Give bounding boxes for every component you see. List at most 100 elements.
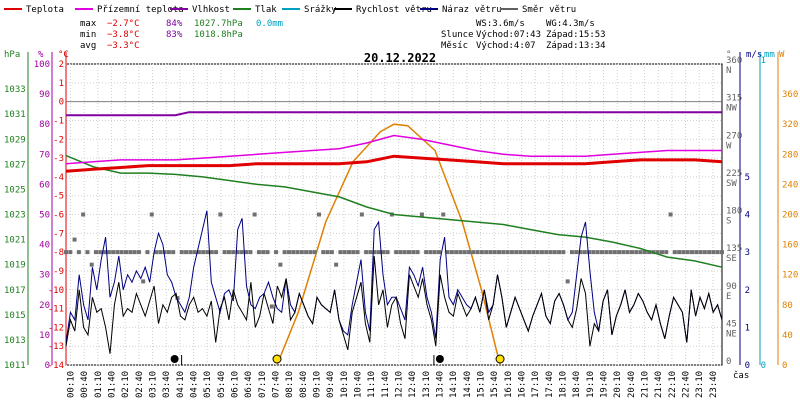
x-tick-label: 10:10	[340, 371, 350, 398]
pct-tick-label: 100	[34, 60, 50, 70]
stats-max-label: max	[80, 19, 97, 29]
ms-tick-label: 4	[745, 211, 750, 221]
moon-set: Západ:13:34	[546, 41, 606, 51]
wind-direction-point	[574, 250, 579, 255]
wind-direction-point	[629, 250, 634, 255]
legend-label: Rychlost větru	[356, 5, 432, 15]
stats-max-temp: −2.7°C	[107, 19, 140, 29]
wind-direction-point	[595, 250, 600, 255]
wind-direction-point	[467, 250, 472, 255]
wind-direction-point	[68, 250, 73, 255]
w-tick-label: 360	[782, 90, 798, 100]
stats-avg-temp: −3.3°C	[107, 41, 140, 51]
wind-direction-point	[149, 212, 154, 217]
wind-direction-point	[364, 250, 369, 255]
mm-tick-label: 1	[761, 56, 766, 66]
x-tick-label: 20:10	[613, 371, 623, 398]
axes: 1033103110291027102510231021101910171015…	[4, 52, 798, 371]
pct-tick-label: 40	[39, 241, 50, 251]
wind-direction-point	[591, 250, 596, 255]
legend-label: Teplota	[26, 5, 64, 15]
wind-direction-point	[188, 250, 193, 255]
stats-min-temp: −3.8°C	[107, 30, 140, 40]
wind-direction-point	[509, 250, 514, 255]
wind-direction-point	[407, 250, 412, 255]
humidity-line	[66, 111, 722, 117]
wind-direction-point	[355, 250, 360, 255]
x-axis-ticks: 00:10 00:40 01:10 01:40 02:10 02:40 03:10 03:40…	[67, 371, 719, 398]
dir-tick-label: SE	[726, 254, 737, 264]
moon-rise: Východ:4:07	[476, 41, 536, 51]
temp-tick-label: -13	[48, 342, 64, 352]
wind-direction-point	[342, 250, 347, 255]
wind-direction-point	[192, 250, 197, 255]
temp-tick-label: -8	[53, 248, 64, 258]
unit-hpa: hPa	[4, 50, 20, 60]
wind-direction-point	[441, 212, 446, 217]
x-tick-label: 19:10	[586, 371, 596, 398]
x-tick-label: 16:10	[504, 371, 514, 398]
wind-direction-point	[128, 250, 133, 255]
stats-max-rain: 0.0mm	[256, 19, 283, 29]
unit-temp: °C	[58, 50, 69, 60]
pct-tick-label: 60	[39, 180, 50, 190]
x-tick-label: 02:40	[135, 371, 145, 398]
wind-direction-point	[689, 250, 694, 255]
wind-direction-point	[437, 250, 442, 255]
wind-direction-point	[329, 250, 334, 255]
wind-direction-point	[655, 250, 660, 255]
hpa-tick-label: 1027	[4, 160, 26, 170]
wind-direction-point	[205, 250, 210, 255]
wind-direction-point	[505, 250, 510, 255]
x-tick-label: 18:40	[572, 371, 582, 398]
ms-tick-label: 2	[745, 286, 750, 296]
x-tick-label: 21:10	[641, 371, 651, 398]
wind-direction-point	[239, 250, 244, 255]
wind-direction-point	[166, 250, 171, 255]
deg-tick-label: 135	[726, 244, 742, 254]
dir-tick-label: S	[726, 217, 731, 227]
deg-tick-label: 315	[726, 94, 742, 104]
hpa-tick-label: 1021	[4, 236, 26, 246]
wind-direction-point	[394, 250, 399, 255]
x-tick-label: 11:10	[367, 371, 377, 398]
wind-direction-point	[419, 212, 424, 217]
w-tick-label: 280	[782, 150, 798, 160]
wind-direction-point	[694, 250, 699, 255]
x-tick-label: 11:40	[381, 371, 391, 398]
legend-label: Tlak	[255, 5, 277, 15]
temp-tick-label: -5	[53, 192, 64, 202]
x-tick-label: 18:10	[559, 371, 569, 398]
wind-direction-point	[89, 262, 94, 267]
temp-tick-label: -11	[48, 305, 64, 315]
temp-tick-label: 1	[59, 79, 64, 89]
pct-tick-label: 10	[39, 331, 50, 341]
wind-direction-point	[158, 250, 163, 255]
x-tick-label: 19:40	[600, 371, 610, 398]
wind-direction-point	[561, 250, 566, 255]
wind-direction-point	[201, 250, 206, 255]
hpa-tick-label: 1031	[4, 110, 26, 120]
stats-min-label: min	[80, 30, 96, 40]
wind-direction-point	[274, 250, 279, 255]
wind-direction-point	[72, 237, 77, 242]
pct-tick-label: 30	[39, 271, 50, 281]
plot-area	[64, 111, 724, 366]
wind-direction-point	[265, 250, 270, 255]
wind-direction-point	[599, 250, 604, 255]
wind-direction-point	[111, 250, 116, 255]
wind-direction-point	[119, 250, 124, 255]
wind-direction-point	[548, 250, 553, 255]
wind-direction-point	[402, 250, 407, 255]
x-tick-label: 23:40	[709, 371, 719, 398]
w-tick-label: 120	[782, 271, 798, 281]
wind-direction-point	[621, 250, 626, 255]
deg-tick-label: 0	[726, 357, 731, 367]
hpa-tick-label: 1013	[4, 336, 26, 346]
wind-direction-point	[222, 250, 227, 255]
deg-tick-label: 360	[726, 56, 742, 66]
temp-tick-label: -3	[53, 154, 64, 164]
unit-w: W	[779, 50, 785, 60]
x-tick-label: 08:10	[285, 371, 295, 398]
wind-direction-point	[514, 250, 519, 255]
